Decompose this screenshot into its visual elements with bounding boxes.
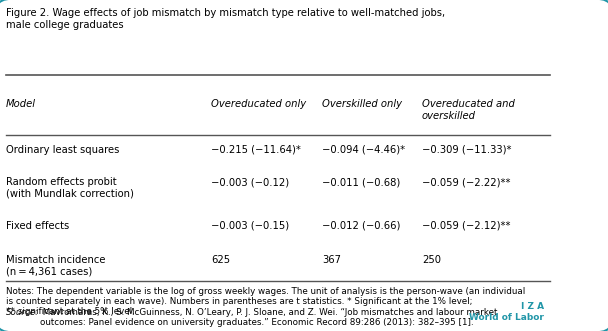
Text: 367: 367 [322, 255, 341, 265]
Text: Notes: The dependent variable is the log of gross weekly wages. The unit of anal: Notes: The dependent variable is the log… [5, 287, 525, 316]
Text: −0.094 (−4.46)*: −0.094 (−4.46)* [322, 145, 405, 155]
Text: Fixed effects: Fixed effects [5, 221, 69, 231]
Text: −0.215 (−11.64)*: −0.215 (−11.64)* [211, 145, 301, 155]
Text: −0.012 (−0.66): −0.012 (−0.66) [322, 221, 401, 231]
Text: −0.059 (−2.22)**: −0.059 (−2.22)** [422, 177, 511, 187]
Text: Overeducated only: Overeducated only [211, 99, 306, 109]
Text: −0.059 (−2.12)**: −0.059 (−2.12)** [422, 221, 511, 231]
Text: Source:: Source: [5, 308, 39, 317]
Text: Mismatch incidence
(n = 4,361 cases): Mismatch incidence (n = 4,361 cases) [5, 255, 105, 277]
Text: Figure 2. Wage effects of job mismatch by mismatch type relative to well-matched: Figure 2. Wage effects of job mismatch b… [5, 8, 444, 30]
Text: Mavromaras, K., S. McGuinness, N. O’Leary, P. J. Sloane, and Z. Wei. “Job mismat: Mavromaras, K., S. McGuinness, N. O’Lear… [40, 308, 497, 327]
Text: 625: 625 [211, 255, 230, 265]
Text: Overskilled only: Overskilled only [322, 99, 402, 109]
Text: Random effects probit
(with Mundlak correction): Random effects probit (with Mundlak corr… [5, 177, 133, 199]
Text: Model: Model [5, 99, 35, 109]
Text: −0.309 (−11.33)*: −0.309 (−11.33)* [422, 145, 511, 155]
Text: Ordinary least squares: Ordinary least squares [5, 145, 119, 155]
Text: Overeducated and
overskilled: Overeducated and overskilled [422, 99, 515, 121]
Text: −0.003 (−0.15): −0.003 (−0.15) [211, 221, 289, 231]
Text: I Z A
World of Labor: I Z A World of Labor [469, 302, 544, 322]
Text: −0.011 (−0.68): −0.011 (−0.68) [322, 177, 400, 187]
Text: 250: 250 [422, 255, 441, 265]
Text: −0.003 (−0.12): −0.003 (−0.12) [211, 177, 289, 187]
